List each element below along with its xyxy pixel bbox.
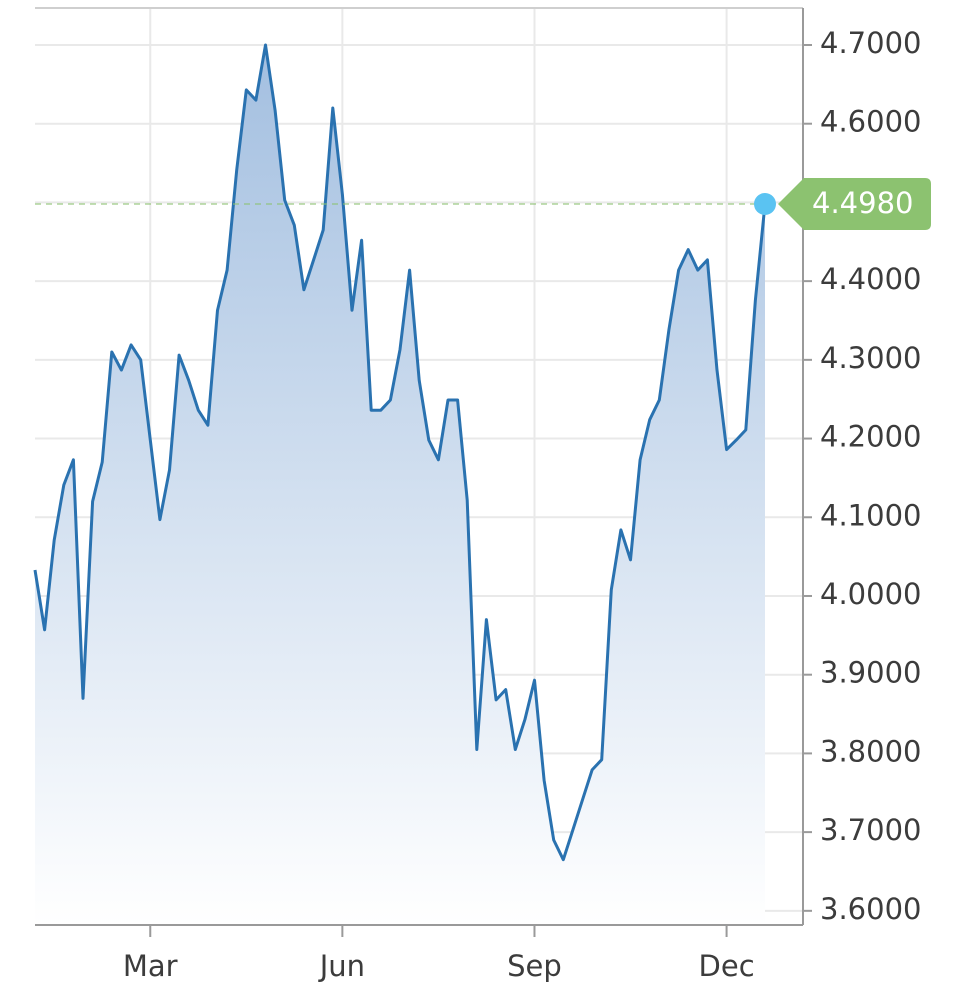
y-tick-label: 4.1000 [820,498,921,532]
x-tick-label: Jun [318,949,365,983]
last-price-dot [754,192,776,215]
y-tick-label: 4.0000 [820,577,921,611]
y-tick-label: 4.7000 [820,26,921,60]
y-tick-label: 4.3000 [820,341,921,375]
y-tick-label: 4.2000 [820,420,921,454]
axes [35,7,804,926]
area-fill [35,45,765,925]
y-tick-label: 3.7000 [820,813,921,847]
y-tick-label: 3.9000 [820,656,921,690]
x-tick-label: Dec [699,949,755,983]
y-tick-label: 3.6000 [820,892,921,926]
x-tick-label: Sep [507,949,562,983]
last-price-badge [778,177,931,230]
last-price-label: 4.4980 [812,186,913,220]
x-tick-label: Mar [123,949,178,983]
labels: 3.6000 3.7000 3.8000 3.9000 4.0000 4.1000 4.20… [123,26,931,983]
price-line [33,43,767,862]
y-tick-label: 3.8000 [820,734,921,768]
y-tick-label: 4.6000 [820,105,921,139]
y-tick-label: 4.4000 [820,262,921,296]
plot [33,43,776,925]
